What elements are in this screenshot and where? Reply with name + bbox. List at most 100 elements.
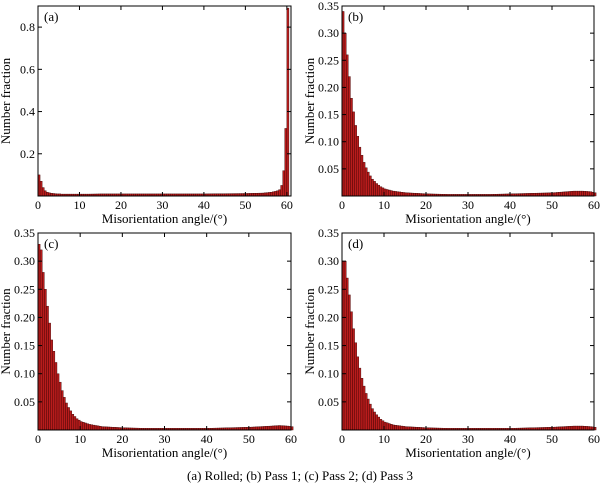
- bar: [42, 272, 45, 431]
- x-tick-label: 0: [339, 432, 345, 446]
- bar: [577, 425, 580, 431]
- bar: [352, 328, 355, 431]
- y-tick-label: 0.25: [318, 53, 339, 67]
- panel-label: (d): [348, 236, 363, 251]
- bar: [385, 422, 389, 431]
- bar: [369, 403, 372, 431]
- bar: [98, 426, 102, 431]
- bar: [282, 425, 285, 431]
- y-tick-label: 0.10: [318, 135, 339, 149]
- bar: [364, 393, 368, 431]
- bar: [82, 422, 85, 431]
- x-tick-label: 50: [546, 198, 558, 212]
- bar: [377, 416, 381, 431]
- bar: [65, 402, 68, 431]
- y-tick-label: 0.05: [14, 395, 35, 409]
- bar-series: [37, 244, 294, 431]
- bar: [273, 425, 277, 431]
- bar: [390, 190, 393, 197]
- figure-caption: (a) Rolled; (b) Pass 1; (c) Pass 2; (d) …: [186, 468, 414, 483]
- bar: [58, 381, 62, 431]
- bar: [375, 414, 378, 431]
- bar: [367, 171, 370, 197]
- bar: [360, 378, 364, 431]
- y-axis-label: Number fraction: [0, 288, 13, 375]
- bar: [360, 155, 364, 197]
- y-tick-label: 0.15: [14, 339, 35, 353]
- bar: [280, 425, 283, 431]
- bar: [396, 425, 399, 431]
- bar: [346, 277, 349, 431]
- bar: [404, 426, 408, 431]
- bar: [574, 425, 578, 431]
- y-tick-label: 0.6: [20, 62, 35, 76]
- y-tick-label: 0.2: [20, 147, 35, 161]
- bar: [362, 162, 366, 197]
- bar: [73, 416, 77, 431]
- x-axis-label: Misorientation angle/(°): [405, 211, 530, 226]
- x-tick-label: 20: [420, 198, 432, 212]
- x-tick-label: 40: [198, 198, 210, 212]
- y-tick-label: 0.30: [318, 254, 339, 268]
- bar: [587, 191, 591, 197]
- bar: [566, 426, 570, 431]
- bar: [348, 76, 351, 197]
- bar: [556, 192, 559, 197]
- y-tick-label: 0.35: [14, 226, 35, 240]
- bar: [398, 191, 402, 197]
- bar: [92, 424, 96, 431]
- bar: [577, 190, 580, 197]
- y-tick-label: 0.25: [318, 282, 339, 296]
- bar: [558, 192, 561, 197]
- bar: [69, 410, 72, 431]
- bar: [90, 424, 94, 431]
- bar: [589, 426, 593, 431]
- bar: [553, 192, 557, 197]
- bar: [54, 362, 58, 431]
- bar: [377, 184, 381, 197]
- y-tick-label: 0.35: [318, 226, 339, 240]
- y-tick-label: 0.35: [318, 0, 339, 13]
- bar: [356, 356, 360, 431]
- bar: [71, 414, 75, 431]
- bar: [375, 183, 378, 197]
- x-tick-label: 50: [243, 432, 255, 446]
- bar: [566, 191, 570, 197]
- bar: [44, 190, 47, 197]
- bar-series: [37, 7, 290, 197]
- x-tick-label: 30: [462, 432, 474, 446]
- chart-panel-c: 0 10 20 30 40 50 60 0.05 0.10 0.15 0.20 0.25 0.30 0.3…: [0, 226, 297, 460]
- bar: [276, 190, 279, 197]
- bar: [583, 426, 586, 431]
- bar: [585, 426, 588, 431]
- bar: [346, 54, 349, 197]
- x-tick-label: 40: [504, 432, 516, 446]
- bar-series: [341, 260, 597, 431]
- bar: [562, 191, 565, 197]
- bar: [568, 426, 572, 431]
- bar: [379, 419, 383, 431]
- x-tick-label: 30: [156, 198, 168, 212]
- bar: [572, 425, 576, 431]
- bar: [39, 249, 43, 431]
- x-tick-label: 0: [339, 198, 345, 212]
- bar: [278, 189, 281, 197]
- y-tick-label: 0.10: [318, 367, 339, 381]
- x-axis-label: Misorientation angle/(°): [102, 445, 227, 460]
- bar: [94, 425, 98, 431]
- x-tick-label: 40: [504, 198, 516, 212]
- x-tick-label: 60: [588, 198, 600, 212]
- panel-label: (a): [44, 9, 58, 24]
- bar: [358, 146, 362, 197]
- bar: [354, 125, 357, 197]
- bar: [350, 98, 353, 197]
- panel-label: (b): [348, 9, 363, 24]
- bar: [88, 424, 91, 431]
- bar: [84, 422, 87, 431]
- bar: [86, 423, 89, 431]
- bar: [48, 322, 51, 431]
- bar: [369, 175, 372, 197]
- y-tick-label: 0.25: [14, 282, 35, 296]
- bar: [362, 385, 366, 431]
- bar: [261, 426, 264, 431]
